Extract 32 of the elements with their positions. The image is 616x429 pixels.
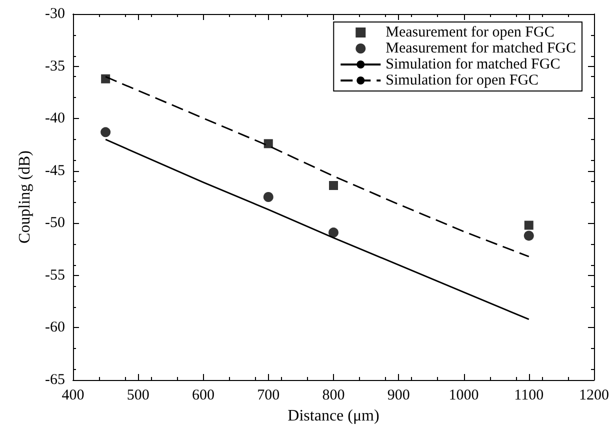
y-tick-label: -60 bbox=[45, 320, 65, 336]
legend-label: Simulation for matched FGC bbox=[386, 56, 560, 72]
y-tick-label: -65 bbox=[45, 372, 65, 388]
line-series bbox=[104, 138, 530, 320]
y-tick-label: -35 bbox=[45, 58, 65, 74]
legend-label: Simulation for open FGC bbox=[386, 72, 539, 88]
y-tick-label: -30 bbox=[45, 6, 65, 22]
legend-label: Measurement for matched FGC bbox=[386, 40, 576, 56]
y-axis-title: Coupling (dB) bbox=[16, 150, 34, 244]
x-tick-label: 700 bbox=[257, 388, 280, 404]
point bbox=[100, 127, 111, 138]
y-tick-label: -50 bbox=[45, 215, 65, 232]
x-tick-label: 1200 bbox=[579, 388, 609, 404]
x-tick-label: 1100 bbox=[514, 388, 544, 404]
point bbox=[524, 220, 534, 230]
y-tick-label: -40 bbox=[45, 110, 65, 127]
x-tick-label: 400 bbox=[62, 388, 84, 404]
x-tick-label: 1000 bbox=[448, 388, 479, 404]
x-tick-label: 800 bbox=[322, 388, 345, 404]
x-axis-title: Distance (μm) bbox=[288, 408, 380, 424]
point bbox=[263, 192, 274, 202]
x-tick-label: 900 bbox=[387, 388, 410, 404]
y-tick-label: -45 bbox=[45, 162, 65, 179]
point bbox=[328, 228, 338, 238]
point bbox=[329, 180, 338, 190]
x-tick-label: 500 bbox=[126, 388, 150, 404]
x-tick-label: 600 bbox=[192, 388, 214, 404]
point bbox=[101, 74, 110, 84]
point bbox=[264, 139, 273, 148]
y-tick-label: -55 bbox=[45, 267, 65, 284]
legend-label: Measurement for open FGC bbox=[386, 24, 554, 40]
point bbox=[524, 230, 534, 241]
